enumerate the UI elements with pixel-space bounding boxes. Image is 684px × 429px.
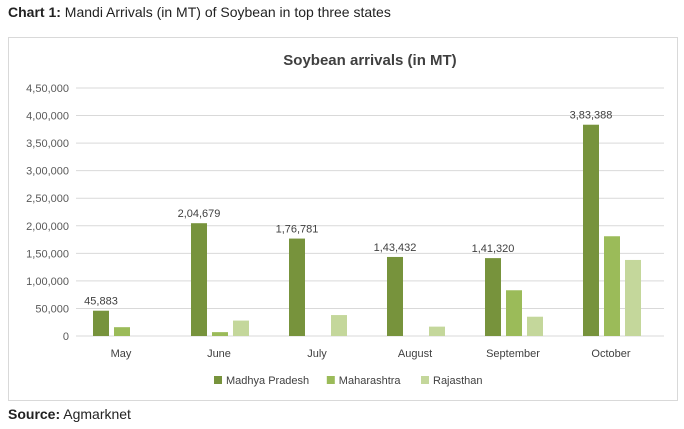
y-tick-label: 1,50,000 bbox=[26, 248, 69, 260]
data-label: 1,41,320 bbox=[472, 243, 515, 255]
legend-label: Maharashtra bbox=[339, 375, 402, 387]
legend-label: Rajasthan bbox=[433, 375, 483, 387]
y-tick-label: 3,50,000 bbox=[26, 138, 69, 150]
source-text: Agmarknet bbox=[63, 406, 131, 422]
x-tick-label: September bbox=[486, 348, 540, 360]
bar-maharashtra bbox=[506, 290, 522, 336]
bar-rajasthan bbox=[429, 326, 445, 336]
bar-rajasthan bbox=[331, 315, 347, 336]
y-tick-label: 3,00,000 bbox=[26, 166, 69, 178]
caption-text: Mandi Arrivals (in MT) of Soybean in top… bbox=[64, 4, 391, 20]
x-tick-label: August bbox=[398, 348, 432, 360]
legend-swatch bbox=[214, 376, 222, 384]
bar-madhya-pradesh bbox=[191, 223, 207, 336]
data-label: 1,43,432 bbox=[374, 242, 417, 254]
data-label: 2,04,679 bbox=[178, 208, 221, 220]
x-tick-label: October bbox=[591, 348, 630, 360]
bar-madhya-pradesh bbox=[289, 238, 305, 336]
legend-swatch bbox=[421, 376, 429, 384]
bar-madhya-pradesh bbox=[485, 258, 501, 336]
y-tick-label: 2,00,000 bbox=[26, 221, 69, 233]
legend-label: Madhya Pradesh bbox=[226, 375, 309, 387]
chart-title: Soybean arrivals (in MT) bbox=[283, 52, 456, 69]
caption-prefix: Chart 1: bbox=[8, 4, 61, 20]
bar-maharashtra bbox=[604, 236, 620, 336]
x-tick-label: June bbox=[207, 348, 231, 360]
bar-chart: Soybean arrivals (in MT) 0 50,000 1,00,000 1… bbox=[26, 52, 664, 387]
bar-madhya-pradesh bbox=[387, 256, 403, 336]
bar-rajasthan bbox=[625, 259, 641, 336]
data-label: 45,883 bbox=[84, 296, 118, 308]
data-label: 3,83,388 bbox=[570, 110, 613, 122]
chart-frame: Soybean arrivals (in MT) 0 50,000 1,00,000 1… bbox=[8, 37, 678, 401]
bar-maharashtra bbox=[114, 327, 130, 336]
source-note: Source: Agmarknet bbox=[8, 406, 131, 422]
y-tick-label: 4,50,000 bbox=[26, 83, 69, 95]
bar-maharashtra bbox=[212, 332, 228, 336]
y-tick-label: 2,50,000 bbox=[26, 193, 69, 205]
y-tick-label: 4,00,000 bbox=[26, 111, 69, 123]
legend-swatch bbox=[326, 376, 335, 384]
y-tick-label: 50,000 bbox=[35, 303, 69, 315]
chart-caption: Chart 1: Mandi Arrivals (in MT) of Soybe… bbox=[8, 4, 391, 20]
source-prefix: Source: bbox=[8, 406, 61, 422]
y-tick-label: 0 bbox=[63, 331, 69, 343]
bar-rajasthan bbox=[527, 316, 543, 336]
x-tick-label: July bbox=[307, 348, 327, 360]
x-tick-label: May bbox=[111, 348, 132, 360]
bar-rajasthan bbox=[233, 320, 249, 336]
bar-madhya-pradesh bbox=[93, 310, 109, 336]
data-label: 1,76,781 bbox=[276, 224, 319, 236]
y-tick-label: 1,00,000 bbox=[26, 276, 69, 288]
bar-madhya-pradesh bbox=[583, 124, 599, 336]
